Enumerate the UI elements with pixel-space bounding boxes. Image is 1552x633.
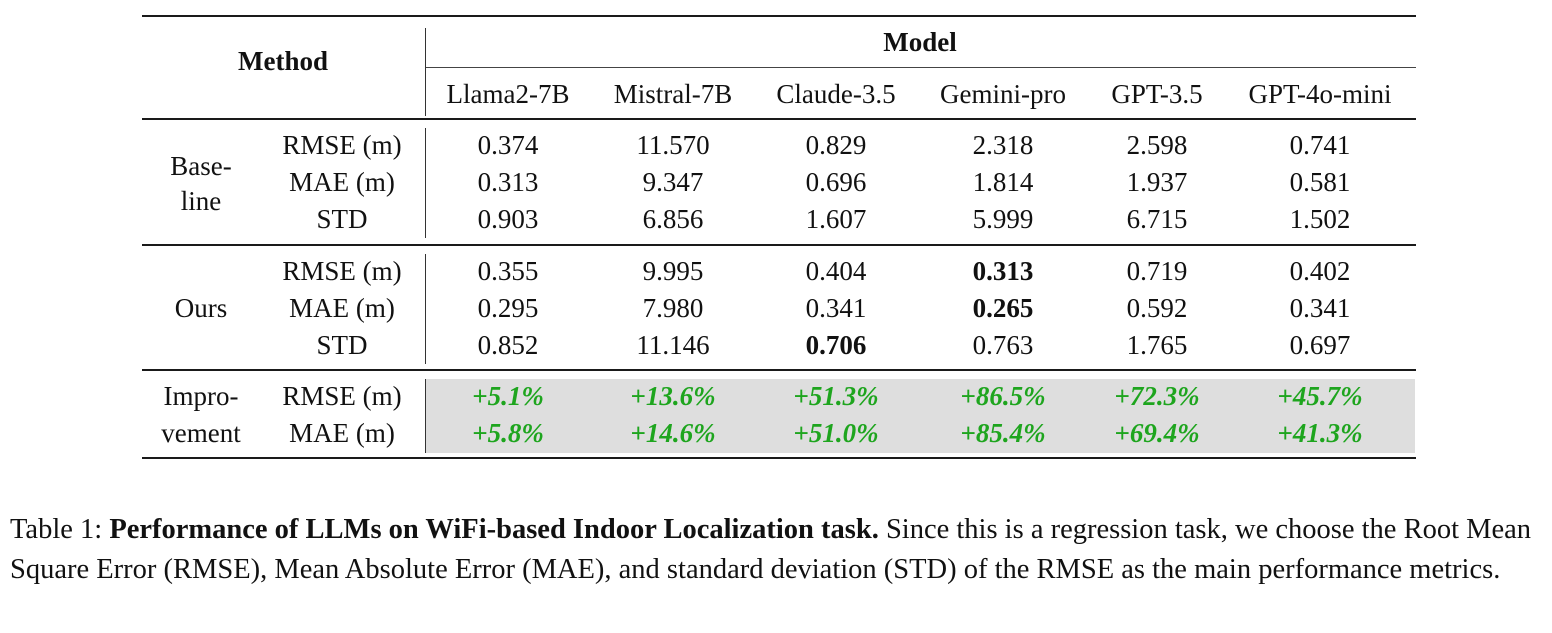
table-cell: 1.502 xyxy=(1289,204,1351,234)
table-cell: +69.4% xyxy=(1114,418,1200,448)
table-cell: +72.3% xyxy=(1114,381,1200,411)
table-cell: 2.318 xyxy=(972,130,1034,160)
table-cell: 1.937 xyxy=(1126,167,1188,197)
model-column-header: GPT-4o-mini xyxy=(1248,79,1392,109)
table-cell: 1.607 xyxy=(805,204,867,234)
model-column-header: GPT-3.5 xyxy=(1111,79,1203,109)
model-column-header: Gemini-pro xyxy=(940,79,1066,109)
table-cell: 0.741 xyxy=(1289,130,1351,160)
table-cell: +14.6% xyxy=(630,418,716,448)
table-cell: 0.355 xyxy=(477,256,539,286)
table-cell: 2.598 xyxy=(1126,130,1188,160)
top-rule xyxy=(142,15,1416,17)
table-cell: 0.295 xyxy=(477,293,539,323)
table-cell: 0.341 xyxy=(1289,293,1351,323)
table-cell: +45.7% xyxy=(1277,381,1363,411)
metric-label: STD xyxy=(316,330,368,360)
metric-label: MAE (m) xyxy=(289,293,395,323)
table-cell: 1.814 xyxy=(972,167,1034,197)
baseline-rule xyxy=(142,244,1416,246)
table-cell: 0.829 xyxy=(805,130,867,160)
group-label: Ours xyxy=(174,293,228,323)
table-cell: 1.765 xyxy=(1126,330,1188,360)
table-cell: 0.341 xyxy=(805,293,867,323)
table-cell: +41.3% xyxy=(1277,418,1363,448)
table-cell: +5.1% xyxy=(472,381,544,411)
caption-title: Performance of LLMs on WiFi-based Indoor… xyxy=(109,514,879,545)
metric-label: STD xyxy=(316,204,368,234)
metric-label: RMSE (m) xyxy=(282,256,402,286)
table-cell: 5.999 xyxy=(972,204,1034,234)
caption-text: Since this is a regression task, we choo… xyxy=(10,514,1532,585)
caption-prefix: Table 1: xyxy=(10,514,110,545)
table-cell: +86.5% xyxy=(960,381,1046,411)
table-cell: 11.570 xyxy=(636,130,710,160)
improvement-shading xyxy=(426,379,1415,453)
group-label: vement xyxy=(161,418,241,448)
table-cell: 0.374 xyxy=(477,130,539,160)
table-cell: 7.980 xyxy=(642,293,704,323)
table-cell: 0.592 xyxy=(1126,293,1188,323)
table-caption: Table 1: Performance of LLMs on WiFi-bas… xyxy=(10,510,1550,590)
table-cell: 0.313 xyxy=(972,256,1034,286)
group-label: Impro- xyxy=(163,381,239,411)
table-cell: 0.719 xyxy=(1126,256,1188,286)
metric-label: RMSE (m) xyxy=(282,381,402,411)
ours-rule xyxy=(142,369,1416,371)
bottom-rule xyxy=(142,457,1416,459)
model-column-header: Claude-3.5 xyxy=(776,79,896,109)
table-cell: 0.763 xyxy=(972,330,1034,360)
table-cell: +85.4% xyxy=(960,418,1046,448)
table-cell: 9.347 xyxy=(642,167,704,197)
table-cell: 0.697 xyxy=(1289,330,1351,360)
separator-baseline xyxy=(425,128,426,238)
table-cell: 0.903 xyxy=(477,204,539,234)
separator-header xyxy=(425,28,426,116)
model-column-header: Llama2-7B xyxy=(446,79,570,109)
group-label: Base- xyxy=(170,151,232,181)
metric-label: MAE (m) xyxy=(289,418,395,448)
model-underline xyxy=(426,67,1416,68)
table-cell: +5.8% xyxy=(472,418,544,448)
table-cell: 0.265 xyxy=(972,293,1034,323)
table-cell: 0.706 xyxy=(805,330,867,360)
table-cell: 11.146 xyxy=(636,330,710,360)
table-cell: 0.696 xyxy=(805,167,867,197)
group-label: line xyxy=(180,186,222,216)
table-cell: 6.856 xyxy=(642,204,704,234)
table-cell: 0.402 xyxy=(1289,256,1351,286)
method-header: Method xyxy=(238,46,328,76)
model-column-header: Mistral-7B xyxy=(613,79,733,109)
table-cell: 9.995 xyxy=(642,256,704,286)
table-cell: 0.404 xyxy=(805,256,867,286)
table-cell: 0.852 xyxy=(477,330,539,360)
metric-label: RMSE (m) xyxy=(282,130,402,160)
table-cell: +51.0% xyxy=(793,418,879,448)
separator-ours xyxy=(425,254,426,364)
model-header: Model xyxy=(883,27,957,57)
metric-label: MAE (m) xyxy=(289,167,395,197)
header-rule xyxy=(142,118,1416,120)
table-cell: 6.715 xyxy=(1126,204,1188,234)
separator-improvement xyxy=(425,379,426,453)
table-cell: +51.3% xyxy=(793,381,879,411)
table-cell: 0.581 xyxy=(1289,167,1351,197)
table-cell: +13.6% xyxy=(630,381,716,411)
table-cell: 0.313 xyxy=(477,167,539,197)
